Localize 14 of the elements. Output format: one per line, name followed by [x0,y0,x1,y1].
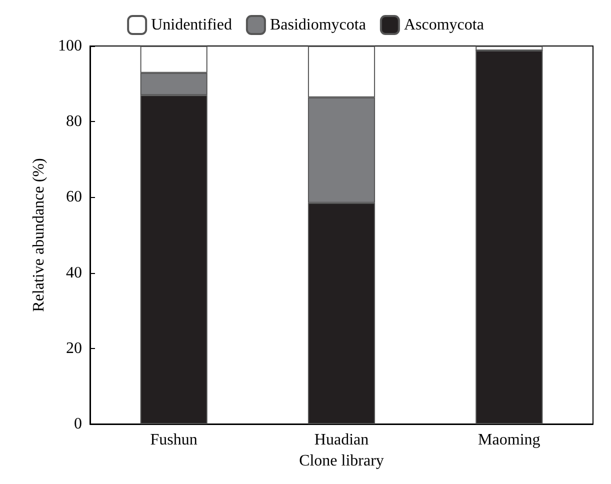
x-tick-label: Fushun [150,432,198,448]
x-tick-label: Huadian [314,432,369,448]
legend-label: Unidentified [151,16,232,34]
y-tick-label: 20 [66,340,82,357]
x-axis-title: Clone library [299,452,384,470]
legend-label: Basidiomycota [270,16,366,34]
y-tick-label: 100 [58,38,82,54]
y-tick-label: 0 [74,416,82,432]
y-tick-label: 80 [66,113,82,130]
y-tick-label: 40 [66,264,82,282]
legend-label: Ascomycota [404,16,484,34]
y-axis-title: Relative abundance (%) [30,158,48,312]
y-tick-label: 60 [66,188,82,206]
x-tick-label: Maoming [478,432,540,448]
